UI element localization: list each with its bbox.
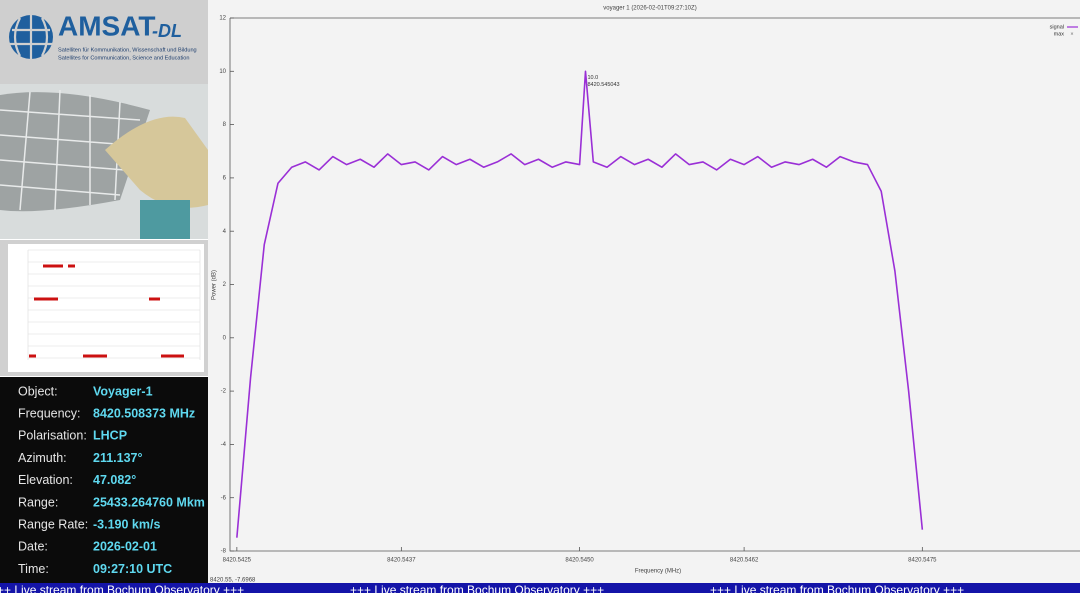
spectrum-chart: -8 -6 -4 -2 0 2 4 6 8 10 12 8420.5425 8420.5437 8420.… bbox=[219, 16, 1080, 564]
info-value: LHCP bbox=[93, 429, 127, 443]
peak-annotation: 8420.545043 bbox=[587, 82, 619, 88]
y-tick-label: -8 bbox=[221, 549, 227, 555]
schedule-bar bbox=[29, 264, 184, 358]
ticker: +++ Live stream from Bochum Observatory … bbox=[0, 583, 964, 597]
ticker-text: +++ Live stream from Bochum Observatory … bbox=[710, 583, 964, 593]
x-axis-label: Frequency (MHz) bbox=[635, 569, 681, 575]
info-label: Azimuth: bbox=[18, 451, 67, 465]
dish-lattice bbox=[0, 89, 141, 211]
info-rows: Object: Voyager-1 Frequency: 8420.508373 MH… bbox=[18, 384, 205, 576]
y-tick-label: 6 bbox=[223, 175, 227, 181]
info-label: Time: bbox=[18, 562, 49, 576]
y-tick-label: -2 bbox=[221, 389, 227, 395]
info-panel bbox=[0, 377, 208, 583]
x-tick-label: 8420.5425 bbox=[223, 558, 252, 564]
info-value: 09:27:10 UTC bbox=[93, 562, 172, 576]
schedule-grid bbox=[27, 249, 201, 360]
logo-grid bbox=[10, 15, 52, 59]
info-value: 8420.508373 MHz bbox=[93, 406, 195, 420]
info-label: Polarisation: bbox=[18, 429, 87, 443]
logo-suffix: -DL bbox=[152, 21, 182, 41]
y-tick-label: 8 bbox=[223, 122, 227, 128]
x-tick-label: 8420.5437 bbox=[387, 558, 416, 564]
y-tick-label: 10 bbox=[219, 69, 226, 75]
info-value: 47.082° bbox=[93, 473, 136, 487]
legend-swatch: × bbox=[1070, 31, 1073, 37]
cursor-readout: 8420.55, -7.6968 bbox=[210, 578, 256, 584]
y-tick-label: 12 bbox=[219, 16, 226, 22]
dish bbox=[0, 92, 150, 212]
y-tick-label: -6 bbox=[221, 495, 227, 501]
logo-tagline: Satelliten für Kommunikation, Wissenscha… bbox=[58, 47, 197, 53]
x-tick-label: 8420.5462 bbox=[730, 558, 759, 564]
peak-annotation: 10.0 bbox=[587, 75, 598, 81]
ticker-text: +++ Live stream from Bochum Observatory … bbox=[350, 583, 604, 593]
signal-line bbox=[236, 70, 924, 538]
legend-label: signal bbox=[1050, 24, 1064, 30]
y-tick-label: -4 bbox=[221, 442, 227, 448]
x-tick-label: 8420.5475 bbox=[908, 558, 937, 564]
info-label: Range Rate: bbox=[18, 517, 88, 531]
ticker-bar bbox=[0, 583, 1080, 593]
info-label: Elevation: bbox=[18, 473, 73, 487]
y-tick-label: 2 bbox=[223, 282, 227, 288]
dish-mount bbox=[140, 200, 190, 239]
y-axis-label: Power (dB) bbox=[212, 270, 218, 300]
info-label: Object: bbox=[18, 384, 58, 398]
info-value: Voyager-1 bbox=[93, 384, 153, 398]
info-label: Frequency: bbox=[18, 406, 81, 420]
info-value: 211.137° bbox=[93, 451, 143, 465]
x-tick-label: 8420.5450 bbox=[565, 558, 594, 564]
chart-title: voyager 1 (2026-02-01T09:27:10Z) bbox=[603, 6, 696, 12]
chart-panel bbox=[208, 0, 1080, 583]
y-tick-label: 4 bbox=[223, 229, 227, 235]
y-tick-label: 0 bbox=[223, 335, 227, 341]
info-value: 25433.264760 Mkm bbox=[93, 495, 205, 509]
dish-cover bbox=[105, 116, 208, 208]
ticker-text: +++ Live stream from Bochum Observatory … bbox=[0, 583, 244, 593]
schedule-chart bbox=[8, 244, 204, 372]
info-value: 2026-02-01 bbox=[93, 540, 157, 554]
info-label: Date: bbox=[18, 540, 48, 554]
logo-tagline: Satellites for Communication, Science an… bbox=[58, 55, 190, 61]
info-value: -3.190 km/s bbox=[93, 517, 160, 531]
logo-name: AMSAT bbox=[58, 10, 155, 41]
legend-label: max bbox=[1054, 31, 1065, 37]
info-label: Range: bbox=[18, 495, 58, 509]
